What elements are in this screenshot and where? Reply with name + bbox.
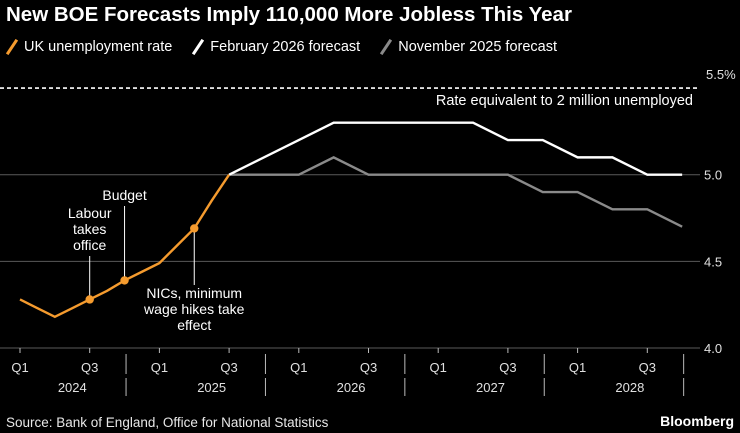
- legend-label-unemployment: UK unemployment rate: [24, 39, 173, 55]
- annotation-leaders: [89, 206, 195, 300]
- series-line: [228, 121, 683, 176]
- reference-line-label: 5.5%: [706, 67, 736, 82]
- gridlines: [0, 87, 700, 349]
- bloomberg-logo: Bloomberg: [660, 413, 734, 429]
- legend-swatch-line: [192, 39, 205, 55]
- annotation-label: Labour: [68, 205, 112, 221]
- legend-item-feb-forecast: February 2026 forecast: [192, 39, 360, 55]
- annotation-label: takes: [73, 221, 106, 237]
- y-tick-label: 4.5: [704, 254, 722, 269]
- legend-swatch-nov-forecast: [380, 39, 393, 55]
- x-tick-label: Q3: [81, 360, 98, 375]
- x-tick-label: Q1: [290, 360, 307, 375]
- annotation-marker: [85, 295, 94, 304]
- x-tick-label: Q3: [220, 360, 237, 375]
- annotation-marker: [120, 276, 129, 285]
- legend-label-feb-forecast: February 2026 forecast: [210, 39, 361, 55]
- x-year-label: 2026: [337, 380, 366, 395]
- text-labels: 4.0 4.5 5.0 5.5% Rate equivalent to 2 millio…: [11, 67, 736, 395]
- x-year-label: 2025: [197, 380, 226, 395]
- chart-title: New BOE Forecasts Imply 110,000 More Job…: [6, 3, 572, 26]
- x-tick-label: Q1: [11, 360, 28, 375]
- x-tick-label: Q1: [569, 360, 586, 375]
- series-lines: [19, 121, 683, 319]
- legend-label-nov-forecast: November 2025 forecast: [398, 39, 557, 55]
- annotation-markers: [85, 224, 199, 304]
- legend-item-nov-forecast: November 2025 forecast: [380, 39, 557, 55]
- x-year-label: 2024: [58, 380, 87, 395]
- annotation-label: effect: [177, 317, 211, 333]
- x-tick-label: Q1: [151, 360, 168, 375]
- legend-swatch-line: [380, 39, 393, 55]
- y-tick-label: 5.0: [704, 168, 722, 183]
- axes: [19, 348, 685, 396]
- legend-item-unemployment: UK unemployment rate: [6, 39, 172, 55]
- series-line: [229, 156, 683, 228]
- source-note: Source: Bank of England, Office for Nati…: [6, 415, 329, 430]
- annotation-label: office: [73, 237, 106, 253]
- legend-swatch-line: [6, 39, 18, 55]
- x-tick-label: Q3: [639, 360, 656, 375]
- x-year-label: 2028: [615, 380, 644, 395]
- x-tick-label: Q3: [360, 360, 377, 375]
- y-tick-label: 4.0: [704, 341, 722, 356]
- annotation-marker: [190, 224, 199, 233]
- legend: UK unemployment rate February 2026 forec…: [6, 38, 577, 56]
- reference-line-annotation: Rate equivalent to 2 million unemployed: [436, 93, 693, 109]
- annotation-label: wage hikes take: [143, 301, 245, 317]
- x-tick-label: Q1: [430, 360, 447, 375]
- annotation-label: NICs, minimum: [146, 285, 242, 301]
- x-year-label: 2027: [476, 380, 505, 395]
- legend-swatch-feb-forecast: [192, 39, 205, 55]
- annotation-label: Budget: [102, 187, 146, 203]
- legend-swatch-unemployment: [6, 39, 18, 55]
- x-tick-label: Q3: [499, 360, 516, 375]
